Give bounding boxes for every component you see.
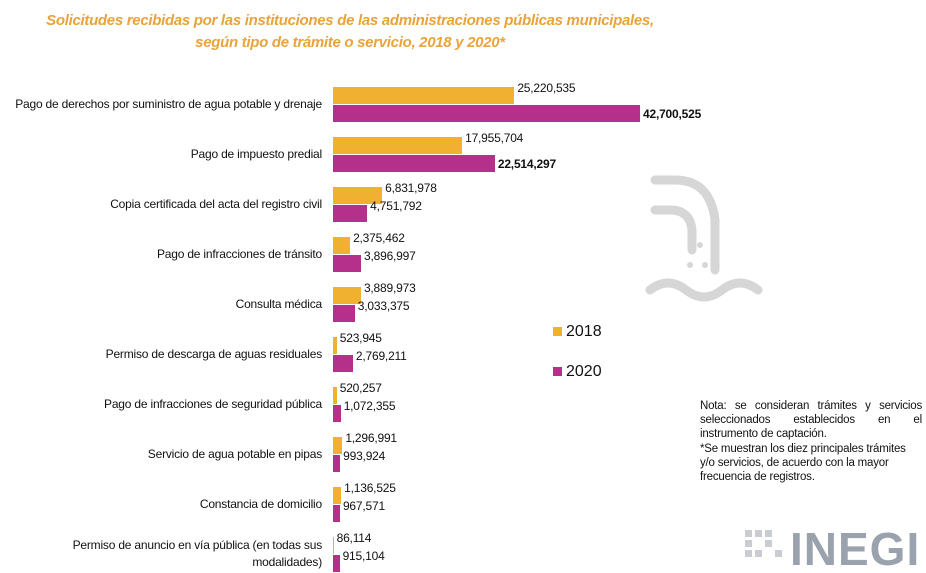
bar	[333, 537, 334, 554]
bar	[333, 387, 337, 404]
bar	[333, 355, 353, 372]
legend-label: 2018	[566, 323, 602, 340]
bar	[333, 255, 362, 272]
note: Nota: se consideran trámites y servicios…	[700, 400, 922, 440]
value-label: 3,889,973	[363, 281, 416, 295]
bar	[333, 287, 361, 304]
bar	[333, 405, 341, 422]
value-label: 523,945	[339, 331, 382, 345]
bar	[333, 87, 515, 104]
category-label: Permiso de anuncio en vía pública (en to…	[72, 538, 323, 569]
bar	[333, 237, 351, 254]
value-label: 1,296,991	[345, 431, 397, 445]
bar	[333, 337, 337, 354]
category-label: Pago de impuesto predial	[190, 146, 322, 161]
bar	[333, 505, 340, 522]
bar	[333, 555, 340, 572]
value-label: 993,924	[343, 449, 386, 463]
value-label: 86,114	[336, 531, 372, 545]
bar	[333, 455, 341, 472]
bar	[333, 205, 368, 222]
value-label: 42,700,525	[643, 107, 702, 121]
category-label: Pago de infracciones de tránsito	[156, 246, 322, 261]
value-label: 1,136,525	[344, 481, 396, 495]
value-label: 22,514,297	[497, 157, 556, 171]
value-label: 2,769,211	[355, 349, 407, 363]
chart-title: Solicitudes recibidas por las institucio…	[46, 12, 654, 51]
value-label: 915,104	[342, 549, 385, 563]
category-label: Copia certificada del acta del registro …	[110, 196, 322, 211]
legend-swatch	[553, 367, 562, 376]
value-label: 1,072,355	[343, 399, 396, 413]
value-label: 3,896,997	[364, 249, 416, 263]
value-label: 3,033,375	[357, 299, 410, 313]
bar	[333, 487, 342, 504]
category-label: Servicio de agua potable en pipas	[147, 446, 322, 461]
bar	[333, 137, 463, 154]
legend-swatch	[553, 327, 562, 336]
legend-item: 2020	[553, 363, 602, 381]
bar	[333, 155, 495, 172]
bar	[333, 437, 343, 454]
value-label: 17,955,704	[465, 131, 524, 145]
value-label: 520,257	[339, 381, 382, 395]
bar	[333, 305, 355, 322]
category-label: Pago de derechos por suministro de agua …	[15, 96, 322, 111]
legend-item: 2018	[553, 323, 602, 341]
value-label: 4,751,792	[370, 199, 422, 213]
bar	[333, 187, 383, 204]
bar	[333, 105, 640, 122]
category-label: Pago de infracciones de seguridad públic…	[104, 396, 322, 411]
value-label: 6,831,978	[385, 181, 437, 195]
note: *Se muestran los diez principales trámit…	[700, 443, 906, 483]
category-label: Consulta médica	[235, 296, 323, 311]
notes: Nota: se consideran trámites y servicios…	[700, 399, 922, 485]
logo: INEGI	[790, 523, 921, 573]
category-label: Permiso de descarga de aguas residuales	[105, 346, 323, 361]
legend-label: 2020	[566, 363, 602, 380]
category-label: Constancia de domicilio	[199, 496, 322, 511]
value-label: 967,571	[342, 499, 385, 513]
value-label: 25,220,535	[517, 81, 576, 95]
value-label: 2,375,462	[353, 231, 405, 245]
